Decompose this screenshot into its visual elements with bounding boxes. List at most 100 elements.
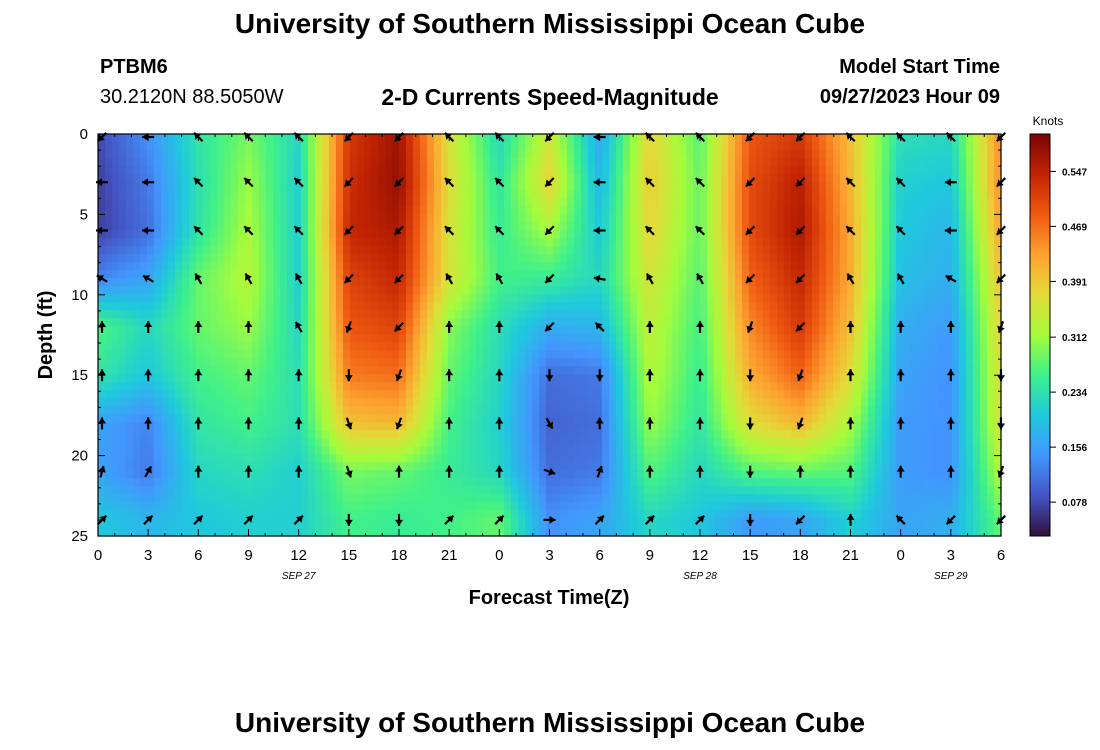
heat-cell <box>539 302 547 311</box>
heat-cell <box>973 262 981 271</box>
heat-cell <box>623 166 631 175</box>
heat-cell <box>252 174 260 183</box>
heat-cell <box>189 190 197 199</box>
heat-cell <box>609 334 617 343</box>
heat-cell <box>707 262 715 271</box>
heat-cell <box>742 142 750 151</box>
heat-cell <box>868 214 876 223</box>
heat-cell <box>588 174 596 183</box>
heat-cell <box>525 430 533 439</box>
heat-cell <box>602 134 610 143</box>
heat-cell <box>567 166 575 175</box>
heat-cell <box>315 198 323 207</box>
heat-cell <box>763 190 771 199</box>
heat-cell <box>658 294 666 303</box>
heat-cell <box>273 134 281 143</box>
heat-cell <box>959 278 967 287</box>
heat-cell <box>966 350 974 359</box>
heat-cell <box>616 198 624 207</box>
heat-cell <box>147 262 155 271</box>
heat-cell <box>567 358 575 367</box>
heat-cell <box>812 206 820 215</box>
heat-cell <box>602 398 610 407</box>
heat-cell <box>413 198 421 207</box>
heat-cell <box>546 438 554 447</box>
heat-cell <box>875 230 883 239</box>
heat-cell <box>350 294 358 303</box>
heat-cell <box>133 238 141 247</box>
heat-cell <box>749 358 757 367</box>
heat-cell <box>686 206 694 215</box>
heat-cell <box>504 406 512 415</box>
heat-cell <box>560 374 568 383</box>
heat-cell <box>924 326 932 335</box>
heat-cell <box>511 382 519 391</box>
heat-cell <box>861 174 869 183</box>
heat-cell <box>189 150 197 159</box>
heat-cell <box>560 174 568 183</box>
heat-cell <box>231 158 239 167</box>
heat-cell <box>924 206 932 215</box>
heat-cell <box>301 414 309 423</box>
heat-cell <box>854 214 862 223</box>
heat-cell <box>945 390 953 399</box>
heat-cell <box>987 310 995 319</box>
heat-cell <box>637 214 645 223</box>
heat-cell <box>665 398 673 407</box>
heat-cell <box>322 246 330 255</box>
heat-cell <box>385 262 393 271</box>
heat-cell <box>819 350 827 359</box>
heat-cell <box>721 238 729 247</box>
heat-cell <box>952 246 960 255</box>
heat-cell <box>896 158 904 167</box>
heat-cell <box>721 230 729 239</box>
heat-cell <box>847 158 855 167</box>
heat-cell <box>140 302 148 311</box>
heat-cell <box>693 326 701 335</box>
heat-cell <box>532 334 540 343</box>
heat-cell <box>847 406 855 415</box>
heat-cell <box>301 190 309 199</box>
heat-cell <box>749 246 757 255</box>
heat-cell <box>266 318 274 327</box>
heat-cell <box>777 150 785 159</box>
heat-cell <box>868 398 876 407</box>
heat-cell <box>574 350 582 359</box>
heat-cell <box>490 206 498 215</box>
heat-cell <box>637 366 645 375</box>
heat-cell <box>763 382 771 391</box>
heat-cell <box>168 294 176 303</box>
heat-cell <box>392 366 400 375</box>
heat-cell <box>203 382 211 391</box>
heat-cell <box>210 182 218 191</box>
heat-cell <box>336 198 344 207</box>
heat-cell <box>938 398 946 407</box>
heat-cell <box>784 278 792 287</box>
heat-cell <box>140 398 148 407</box>
heat-cell <box>329 150 337 159</box>
heat-cell <box>434 294 442 303</box>
heat-cell <box>224 430 232 439</box>
heat-cell <box>770 142 778 151</box>
heat-cell <box>140 294 148 303</box>
heat-cell <box>707 414 715 423</box>
heat-cell <box>749 262 757 271</box>
heat-cell <box>812 342 820 351</box>
heat-cell <box>343 430 351 439</box>
heat-cell <box>616 438 624 447</box>
heat-cell <box>210 294 218 303</box>
heat-cell <box>406 294 414 303</box>
heat-cell <box>175 294 183 303</box>
heat-cell <box>105 206 113 215</box>
heat-cell <box>434 286 442 295</box>
heat-cell <box>105 134 113 143</box>
heat-cell <box>378 246 386 255</box>
heat-cell <box>266 198 274 207</box>
heat-cell <box>483 246 491 255</box>
heat-cell <box>518 246 526 255</box>
heat-cell <box>700 294 708 303</box>
heat-cell <box>420 358 428 367</box>
heat-cell <box>392 222 400 231</box>
heat-cell <box>175 422 183 431</box>
heat-cell <box>126 254 134 263</box>
